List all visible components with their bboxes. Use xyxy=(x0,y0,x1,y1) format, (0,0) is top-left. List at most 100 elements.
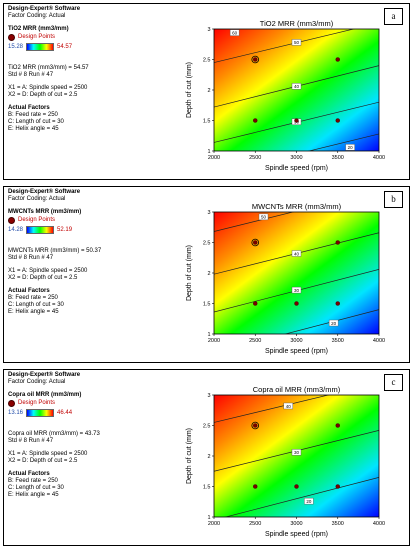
software-label: Design-Expert® Software xyxy=(8,6,81,12)
design-point xyxy=(253,240,258,245)
contour-label: 40 xyxy=(294,84,300,89)
y-tick-label: 2 xyxy=(207,454,210,460)
x-tick-label: 4000 xyxy=(373,521,385,527)
predicted-value: TiO2 MRR (mm3/mm) = 54.57 xyxy=(8,65,89,71)
y-tick-label: 3 xyxy=(207,210,210,216)
design-point xyxy=(253,118,258,123)
color-scale: 13.16 46.44 xyxy=(8,409,183,417)
color-gradient xyxy=(26,409,55,417)
panel-tag-c: c xyxy=(384,374,403,391)
x1-setting: X1 = A: Spindle speed = 2500 xyxy=(8,268,88,274)
x-tick-label: 4000 xyxy=(373,338,385,344)
contour-label: 50 xyxy=(261,215,267,220)
chart-title: TiO2 MRR (mm3/mm) xyxy=(260,19,334,28)
contour-label-box xyxy=(283,402,293,410)
color-low-value: 13.16 xyxy=(8,409,24,416)
contour-label: 20 xyxy=(348,145,354,150)
contour-label-box xyxy=(328,319,339,327)
x-tick-label: 3000 xyxy=(290,521,302,527)
contour-label: 40 xyxy=(286,404,292,409)
contour-label-box xyxy=(304,497,314,505)
contour-line xyxy=(214,212,295,232)
software-label: Design-Expert® Software xyxy=(8,189,81,195)
std-run: Std # 8 Run # 47 xyxy=(8,72,54,78)
panel-a: Design-Expert® Software Factor Coding: A… xyxy=(3,3,410,180)
factor-helix-angle: E: Helix angle = 45 xyxy=(8,126,59,132)
contour-label-box xyxy=(291,39,302,46)
x-tick-label: 3500 xyxy=(332,155,344,161)
contour-label-box xyxy=(291,83,302,90)
response-label: TiO2 MRR (mm3/mm) xyxy=(8,26,69,32)
color-low-value: 15.28 xyxy=(8,43,24,50)
panel-tag-b: b xyxy=(384,191,403,208)
x-tick-label: 2000 xyxy=(208,521,220,527)
color-scale: 14.28 52.19 xyxy=(8,226,183,234)
x1-setting: X1 = A: Spindle speed = 2500 xyxy=(8,451,88,457)
design-points-label: Design Points xyxy=(18,34,56,40)
y-tick-label: 2.5 xyxy=(203,241,211,247)
design-point xyxy=(335,423,340,428)
contour-label-box xyxy=(291,250,302,257)
x-axis-label: Spindle speed (rpm) xyxy=(265,165,328,172)
selected-point-ring xyxy=(251,55,260,64)
contour-line xyxy=(214,395,330,423)
design-point xyxy=(253,484,258,489)
x-axis-label: Spindle speed (rpm) xyxy=(265,531,328,538)
x-axis-label: Spindle speed (rpm) xyxy=(265,348,328,355)
contour-label: 40 xyxy=(294,251,300,256)
design-point xyxy=(335,301,340,306)
contour-label: 60 xyxy=(232,30,238,35)
y-axis-label: Depth of cut (mm) xyxy=(186,62,193,118)
x2-setting: X2 = D: Depth of cut = 2.5 xyxy=(8,458,78,464)
design-point xyxy=(335,240,340,245)
contour-label-box xyxy=(229,29,240,36)
factor-coding-label: Factor Coding: Actual xyxy=(8,196,66,202)
factor-feed-rate: B: Feed rate = 250 xyxy=(8,295,58,301)
design-point xyxy=(253,423,258,428)
std-run: Std # 8 Run # 47 xyxy=(8,438,54,444)
contour-label-box xyxy=(345,144,355,151)
y-tick-label: 3 xyxy=(207,393,210,399)
design-points-legend: Design Points xyxy=(8,217,183,224)
factor-feed-rate: B: Feed rate = 250 xyxy=(8,478,58,484)
design-point xyxy=(335,118,340,123)
actual-factors-heading: Actual Factors xyxy=(8,288,50,294)
x2-setting: X2 = D: Depth of cut = 2.5 xyxy=(8,275,78,281)
design-point xyxy=(253,301,258,306)
contour-label: 30 xyxy=(294,288,300,293)
contour-plot-a: 50403020602000250030003500400011.522.53T… xyxy=(186,19,385,172)
contour-label: 20 xyxy=(331,321,337,326)
design-points-label: Design Points xyxy=(18,217,56,223)
contour-plot-c: 40 30 20 2000 2500 3000 3500 4000 1 1.5 2 2.5 3 Copra… xyxy=(186,385,385,538)
color-low-value: 14.28 xyxy=(8,226,24,233)
design-point-icon xyxy=(8,400,15,407)
factor-feed-rate: B: Feed rate = 250 xyxy=(8,112,58,118)
chart-title: Copra oil MRR (mm3/mm) xyxy=(253,385,341,394)
x-tick-label: 2500 xyxy=(249,338,261,344)
contour-label: 30 xyxy=(294,450,300,455)
chart-title: MWCNTs MRR (mm3/mm) xyxy=(252,202,342,211)
color-gradient xyxy=(26,226,55,234)
design-point xyxy=(335,484,340,489)
legend-info-a: Design-Expert® Software Factor Coding: A… xyxy=(8,6,183,133)
x-tick-label: 4000 xyxy=(373,155,385,161)
legend-info-c: Design-Expert® Software Factor Coding: A… xyxy=(8,372,183,499)
std-run: Std # 8 Run # 47 xyxy=(8,255,54,261)
contour-label-box xyxy=(291,449,302,456)
design-point xyxy=(294,301,299,306)
design-point-icon xyxy=(8,217,15,224)
color-high-value: 52.19 xyxy=(57,226,73,233)
factor-coding-label: Factor Coding: Actual xyxy=(8,379,66,385)
y-tick-label: 3 xyxy=(207,27,210,33)
response-label: Copra oil MRR (mm3/mm) xyxy=(8,392,82,398)
y-axis-label: Depth of cut (mm) xyxy=(186,428,193,484)
color-scale: 15.28 54.57 xyxy=(8,43,183,51)
response-surface-fill xyxy=(214,29,379,151)
factor-helix-angle: E: Helix angle = 45 xyxy=(8,309,59,315)
y-tick-label: 1.5 xyxy=(203,302,211,308)
x-tick-label: 2500 xyxy=(249,155,261,161)
software-label: Design-Expert® Software xyxy=(8,372,81,378)
y-tick-label: 2.5 xyxy=(203,424,211,430)
predicted-value: Copra oil MRR (mm3/mm) = 43.73 xyxy=(8,431,100,437)
contour-line xyxy=(307,133,379,151)
